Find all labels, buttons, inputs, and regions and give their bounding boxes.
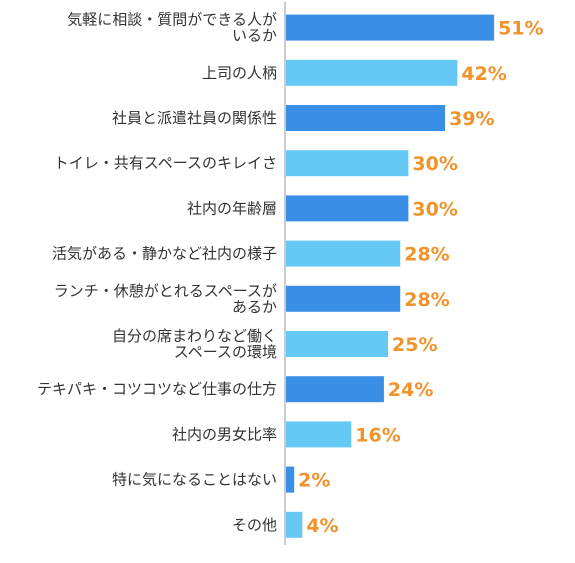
category-label-line: いるか bbox=[232, 27, 277, 45]
category-label-line: テキパキ・コツコツなど仕事の仕方 bbox=[37, 380, 277, 398]
bar-2 bbox=[286, 105, 446, 131]
category-label-8: テキパキ・コツコツなど仕事の仕方 bbox=[37, 380, 277, 398]
category-label-line: 自分の席まわりなど働く bbox=[112, 327, 277, 345]
bar-5 bbox=[286, 240, 401, 267]
value-label-10: 2% bbox=[298, 470, 330, 492]
bar-3 bbox=[286, 150, 409, 177]
category-label-line: 活気がある・静かなど社内の様子 bbox=[52, 245, 277, 263]
category-label-7: 自分の席まわりなど働くスペースの環境 bbox=[112, 327, 277, 361]
category-label-line: 特に気になることはない bbox=[112, 471, 277, 489]
category-label-line: スペースの環境 bbox=[174, 343, 277, 361]
category-label-line: 社内の年齢層 bbox=[187, 199, 277, 217]
category-label-line: ランチ・休憩がとれるスペースが bbox=[54, 282, 277, 300]
category-label-line: あるか bbox=[232, 298, 277, 316]
category-label-11: その他 bbox=[232, 516, 277, 534]
category-label-line: 社内の男女比率 bbox=[172, 425, 277, 443]
value-label-8: 24% bbox=[388, 379, 433, 401]
value-label-2: 39% bbox=[449, 108, 494, 130]
category-label-6: ランチ・休憩がとれるスペースがあるか bbox=[54, 282, 277, 316]
category-label-1: 上司の人柄 bbox=[202, 64, 277, 82]
category-label-2: 社員と派遣社員の関係性 bbox=[112, 109, 277, 127]
category-label-0: 気軽に相談・質問ができる人がいるか bbox=[67, 11, 277, 45]
category-label-line: トイレ・共有スペースのキレイさ bbox=[54, 154, 277, 172]
category-label-9: 社内の男女比率 bbox=[172, 425, 277, 443]
bar-9 bbox=[286, 421, 352, 448]
bar-6 bbox=[286, 285, 401, 312]
category-label-4: 社内の年齢層 bbox=[187, 199, 277, 217]
value-label-7: 25% bbox=[392, 334, 437, 356]
value-label-11: 4% bbox=[306, 515, 338, 537]
bar-11 bbox=[286, 511, 303, 538]
bar-1 bbox=[286, 59, 458, 86]
category-label-10: 特に気になることはない bbox=[112, 471, 277, 489]
bar-0 bbox=[286, 14, 495, 41]
category-label-3: トイレ・共有スペースのキレイさ bbox=[54, 154, 277, 172]
bar-7 bbox=[286, 331, 388, 357]
category-label-line: 社員と派遣社員の関係性 bbox=[112, 109, 277, 127]
category-label-5: 活気がある・静かなど社内の様子 bbox=[52, 245, 277, 263]
value-label-0: 51% bbox=[498, 18, 543, 40]
category-label-line: 上司の人柄 bbox=[202, 64, 277, 82]
bar-10 bbox=[286, 466, 295, 493]
value-label-1: 42% bbox=[461, 63, 506, 85]
value-label-4: 30% bbox=[412, 198, 457, 220]
value-label-9: 16% bbox=[355, 424, 400, 446]
category-label-line: 気軽に相談・質問ができる人が bbox=[67, 11, 277, 29]
value-label-3: 30% bbox=[412, 153, 457, 175]
bar-8 bbox=[286, 376, 384, 403]
value-labels-group: 51% 42% 39% 30% 30% 28% 28% 25% 24% 16% 2% 4% bbox=[298, 18, 543, 537]
category-label-line: その他 bbox=[232, 516, 277, 534]
bars-group bbox=[286, 14, 495, 538]
value-label-6: 28% bbox=[404, 289, 449, 311]
category-labels-group: 気軽に相談・質問ができる人がいるか上司の人柄社員と派遣社員の関係性トイレ・共有ス… bbox=[37, 11, 277, 534]
bar-4 bbox=[286, 195, 409, 222]
value-label-5: 28% bbox=[404, 244, 449, 266]
